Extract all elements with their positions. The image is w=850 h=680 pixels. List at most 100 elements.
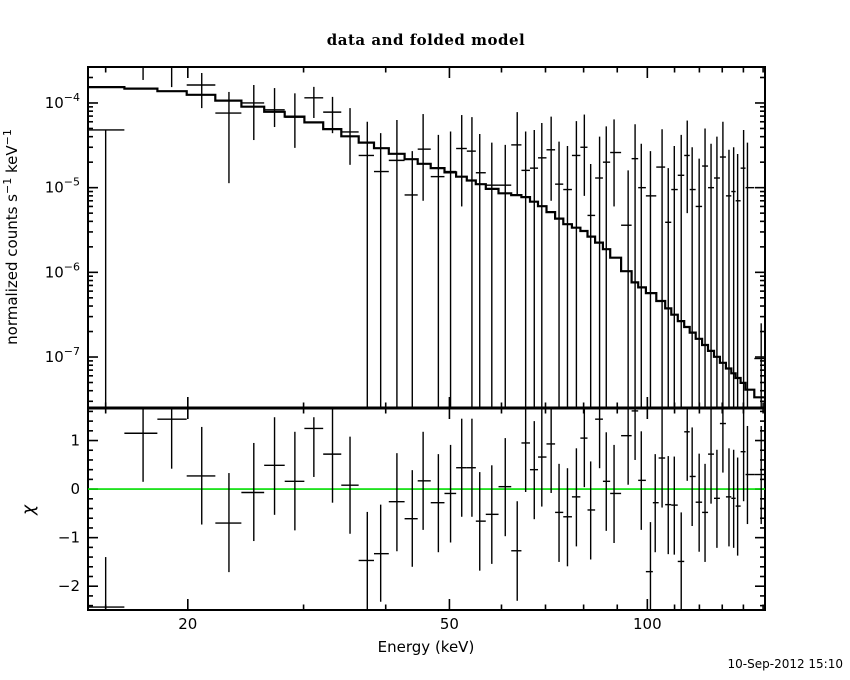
residual-cross	[638, 431, 646, 530]
data-cross	[580, 114, 588, 196]
residual-cross	[444, 444, 457, 543]
residual-cross	[404, 470, 418, 567]
bottom-panel-residuals	[88, 408, 765, 610]
residual-cross	[485, 465, 499, 564]
residual-cross	[358, 511, 374, 610]
data-cross	[456, 115, 467, 207]
residual-cross	[475, 472, 486, 571]
data-cross	[740, 129, 746, 408]
y-tick-label: 10−6	[45, 260, 80, 281]
data-cross	[511, 112, 522, 196]
data-cross	[595, 136, 603, 408]
data-cross	[404, 151, 418, 408]
data-cross	[341, 108, 359, 165]
data-cross	[638, 143, 646, 408]
data-cross	[264, 88, 285, 128]
residual-cross	[658, 409, 666, 508]
data-cross	[695, 158, 703, 408]
timestamp: 10-Sep-2012 15:10	[728, 657, 843, 671]
residual-cross	[388, 453, 405, 552]
residual-cross	[571, 448, 581, 547]
residual-cross	[498, 438, 512, 537]
data-cross	[546, 116, 556, 201]
residual-cross	[587, 461, 596, 560]
residual-cross	[341, 436, 359, 534]
residual-cross	[595, 408, 603, 469]
residual-cross	[538, 408, 547, 507]
y-axis-ticks-top: 10−4 10−5 10−6 10−7	[45, 76, 765, 403]
residual-cross	[241, 442, 265, 542]
y-tick-label: 1	[70, 432, 80, 450]
residual-cross	[124, 408, 158, 482]
data-cross	[186, 72, 216, 109]
data-cross	[684, 120, 690, 214]
data-cross	[719, 121, 726, 408]
data-cross	[745, 142, 755, 408]
y-tick-label: −1	[58, 529, 80, 547]
model-step-line	[88, 86, 765, 399]
y-tick-label: −2	[58, 577, 80, 595]
data-cross	[284, 93, 305, 148]
residual-cross	[652, 454, 659, 553]
data-cross	[689, 147, 696, 408]
x-tick-label: 100	[633, 615, 662, 633]
residual-cross	[466, 418, 476, 517]
residual-cross	[689, 427, 696, 526]
data-cross	[88, 129, 125, 408]
residual-cross	[740, 408, 746, 502]
data-cross	[677, 134, 685, 408]
x-tick-label: 50	[440, 615, 459, 633]
residual-cross	[546, 408, 556, 493]
residual-cross	[215, 473, 242, 573]
data-cross	[735, 153, 741, 408]
residual-cross	[430, 454, 445, 553]
residual-cross	[521, 408, 530, 493]
data-cross	[241, 85, 265, 141]
residual-cross	[731, 449, 736, 548]
data-cross	[498, 144, 512, 408]
y-axis-label-top: normalized counts s−1 keV−1	[1, 129, 21, 345]
residual-cross	[725, 448, 732, 547]
data-cross	[124, 66, 158, 80]
data-cross	[665, 168, 672, 408]
residual-cross	[555, 463, 564, 562]
data-cross	[529, 129, 539, 408]
residual-cross	[754, 425, 765, 525]
data-cross	[725, 149, 732, 408]
data-cross	[475, 134, 486, 408]
data-cross	[731, 147, 736, 408]
residual-cross	[186, 426, 216, 525]
data-cross	[485, 142, 499, 408]
residual-cross	[264, 417, 285, 515]
residual-cross	[695, 453, 703, 552]
data-cross	[555, 141, 564, 408]
data-cross	[631, 124, 639, 408]
residual-cross	[373, 504, 389, 602]
data-cross	[621, 170, 632, 408]
residual-cross	[580, 408, 588, 488]
residual-cross	[157, 408, 187, 469]
plot-title: data and folded model	[327, 31, 525, 49]
data-cross	[388, 119, 405, 408]
data-cross	[587, 164, 596, 408]
residual-cross	[304, 417, 324, 477]
data-cross	[157, 66, 187, 88]
data-cross	[671, 146, 678, 408]
data-cross	[538, 123, 547, 408]
data-cross	[373, 133, 389, 408]
residual-cross	[323, 408, 342, 503]
residual-cross	[665, 456, 672, 555]
data-cross	[323, 96, 342, 134]
residual-cross	[684, 408, 690, 481]
residual-cross	[745, 425, 755, 525]
data-cross	[215, 91, 242, 184]
data-cross	[358, 121, 374, 408]
residual-cross	[88, 557, 125, 610]
residual-cross	[719, 408, 726, 473]
residual-cross	[602, 432, 611, 531]
residual-cross	[529, 421, 539, 520]
data-cross	[521, 131, 530, 408]
residual-cross	[735, 457, 741, 556]
residual-cross	[677, 512, 685, 610]
